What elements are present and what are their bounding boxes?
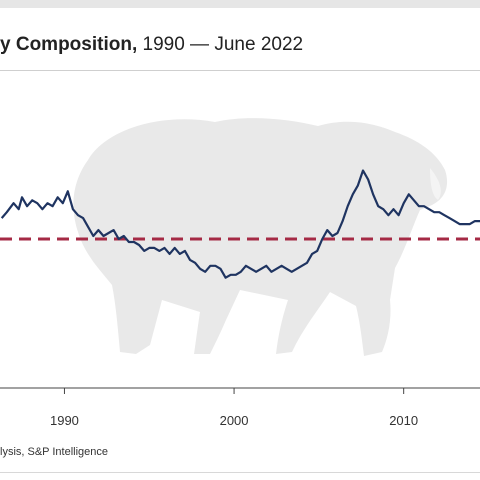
series-line — [0, 169, 480, 279]
bison-silhouette-icon — [73, 118, 448, 356]
chart-title-rest: 1990 — June 2022 — [137, 34, 304, 55]
x-axis-ticks — [63, 388, 405, 394]
title-divider — [0, 70, 480, 71]
bottom-divider — [0, 472, 480, 473]
x-axis-tick-labels: 1990 2000 2010 — [50, 413, 418, 428]
source-note: lysis, S&P Intelligence — [0, 446, 109, 458]
chart-title-bold: y Composition, — [0, 34, 138, 55]
top-divider — [0, 0, 480, 8]
x-axis-tick-label: 2000 — [220, 413, 249, 428]
x-axis-tick-label: 1990 — [50, 413, 79, 428]
x-axis-tick-label: 2010 — [389, 413, 418, 428]
chart-title: y Composition, 1990 — June 2022 — [0, 34, 480, 56]
